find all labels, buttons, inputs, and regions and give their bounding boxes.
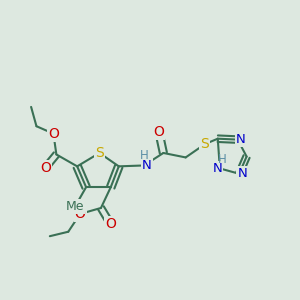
- Text: N: N: [142, 159, 152, 172]
- Text: S: S: [95, 146, 104, 160]
- Text: S: S: [201, 137, 209, 151]
- Text: Me: Me: [66, 200, 84, 213]
- Text: O: O: [75, 207, 86, 221]
- Text: H: H: [218, 153, 226, 166]
- Text: O: O: [154, 125, 164, 139]
- Text: N: N: [236, 133, 245, 146]
- Text: H: H: [140, 149, 149, 162]
- Text: O: O: [105, 217, 116, 231]
- Text: O: O: [48, 127, 59, 141]
- Text: O: O: [40, 161, 51, 175]
- Text: N: N: [237, 167, 247, 180]
- Text: N: N: [213, 162, 222, 175]
